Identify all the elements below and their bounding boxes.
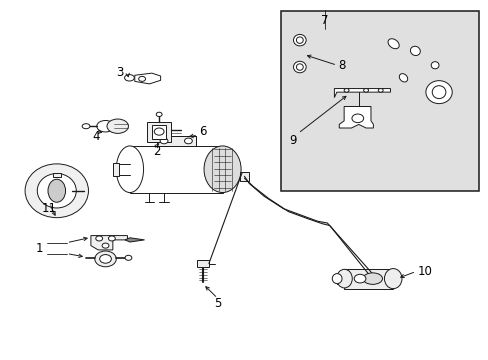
Text: 4: 4 [92, 130, 100, 144]
Ellipse shape [100, 255, 111, 263]
Ellipse shape [124, 75, 134, 81]
Bar [281, 12, 478, 191]
Text: 8: 8 [338, 59, 345, 72]
Text: 6: 6 [199, 125, 206, 138]
Ellipse shape [384, 269, 401, 289]
Polygon shape [334, 89, 389, 98]
Ellipse shape [363, 89, 368, 92]
Ellipse shape [156, 112, 162, 117]
Ellipse shape [82, 124, 90, 129]
Ellipse shape [293, 35, 305, 46]
Ellipse shape [378, 89, 383, 92]
Ellipse shape [107, 119, 128, 134]
Bar [157, 136, 195, 146]
Polygon shape [135, 73, 160, 84]
Text: 2: 2 [153, 145, 160, 158]
Ellipse shape [97, 121, 114, 132]
Ellipse shape [399, 74, 407, 82]
Ellipse shape [351, 114, 363, 123]
Text: 3: 3 [116, 66, 123, 79]
Polygon shape [339, 107, 373, 128]
Ellipse shape [362, 273, 382, 284]
Bar [152, 125, 166, 139]
Ellipse shape [296, 37, 303, 43]
Text: 10: 10 [417, 265, 431, 278]
Text: 11: 11 [42, 202, 57, 215]
Ellipse shape [203, 146, 241, 193]
Ellipse shape [344, 89, 348, 92]
Ellipse shape [184, 138, 192, 144]
Text: 9: 9 [289, 134, 296, 147]
Ellipse shape [116, 146, 143, 193]
Bar [336, 274, 345, 284]
Ellipse shape [108, 236, 115, 241]
Ellipse shape [96, 236, 102, 241]
Bar [239, 172, 249, 181]
Ellipse shape [139, 76, 145, 81]
Text: 5: 5 [214, 297, 221, 310]
Bar [197, 260, 208, 267]
Ellipse shape [160, 138, 167, 144]
Ellipse shape [336, 269, 351, 288]
Ellipse shape [37, 174, 76, 208]
Ellipse shape [331, 274, 341, 284]
Ellipse shape [293, 61, 305, 73]
Ellipse shape [154, 128, 163, 135]
Ellipse shape [95, 251, 116, 267]
Ellipse shape [353, 274, 365, 283]
Ellipse shape [48, 179, 65, 202]
Ellipse shape [25, 164, 88, 218]
Ellipse shape [102, 243, 109, 248]
Text: 7: 7 [321, 14, 328, 27]
Bar [147, 122, 171, 142]
Bar [113, 163, 119, 176]
Polygon shape [125, 238, 144, 242]
Text: 1: 1 [36, 242, 43, 255]
Bar [344, 269, 392, 289]
Ellipse shape [430, 62, 438, 69]
Polygon shape [91, 235, 127, 250]
Ellipse shape [387, 39, 398, 49]
Ellipse shape [425, 81, 451, 104]
Bar [130, 146, 222, 193]
Ellipse shape [296, 64, 303, 70]
Ellipse shape [431, 86, 445, 99]
Bar [53, 173, 61, 177]
Ellipse shape [409, 46, 419, 55]
Ellipse shape [125, 255, 132, 260]
